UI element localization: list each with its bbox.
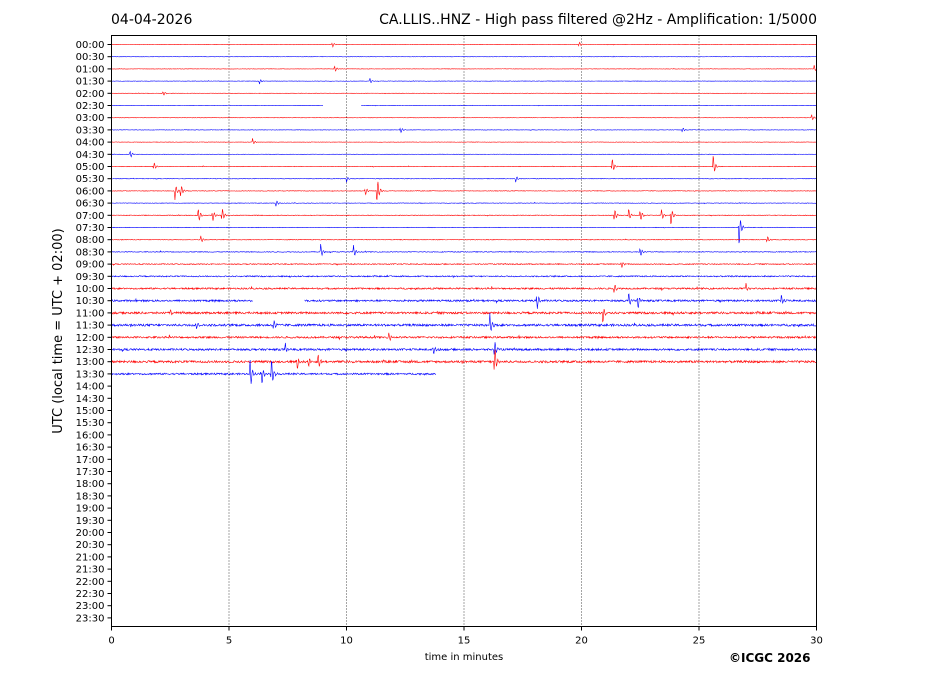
y-tick-label: 08:30 (76, 247, 105, 258)
chart-title: CA.LLIS..HNZ - High pass filtered @2Hz -… (379, 12, 817, 28)
y-tick-label: 22:00 (76, 577, 105, 588)
y-tick-label: 20:00 (76, 528, 105, 539)
trace-row-0130 (111, 78, 817, 85)
trace-row-0630 (111, 200, 817, 207)
x-tick-label: 0 (108, 636, 114, 647)
x-tick-label: 10 (340, 636, 353, 647)
x-tick-labels: 0 5 10 15 20 25 30 (108, 626, 823, 647)
y-tick-label: 20:30 (76, 540, 105, 551)
x-axis-title: time in minutes (425, 652, 504, 663)
y-tick-label: 15:30 (76, 418, 105, 429)
trace-row-1230 (111, 342, 817, 355)
trace-row-0230 (111, 104, 817, 107)
trace-row-0700 (111, 209, 817, 225)
y-tick-label: 09:30 (76, 272, 105, 283)
y-tick-label: 03:00 (76, 113, 105, 124)
y-tick-label: 18:00 (76, 479, 105, 490)
copyright-label: ©ICGC 2026 (729, 651, 811, 665)
y-tick-label: 09:00 (76, 260, 105, 271)
trace-row-0300 (111, 114, 817, 121)
trace-row-0730 (111, 220, 817, 244)
y-tick-label: 04:30 (76, 150, 105, 161)
y-tick-label: 12:30 (76, 345, 105, 356)
trace-row-0600 (111, 181, 817, 201)
y-tick-label: 05:30 (76, 174, 105, 185)
x-tick-label: 5 (226, 636, 232, 647)
y-axis-title: UTC (local time = UTC + 02:00) (51, 228, 66, 433)
trace-row-0900 (111, 262, 817, 268)
trace-row-0830 (111, 244, 817, 257)
y-tick-label: 10:30 (76, 296, 105, 307)
y-tick-label: 22:30 (76, 589, 105, 600)
trace-row-0430 (111, 150, 817, 158)
trace-row-0100 (111, 65, 817, 72)
vertical-gridlines (228, 35, 700, 627)
y-tick-label: 19:30 (76, 516, 105, 527)
y-tick-label: 18:30 (76, 491, 105, 502)
y-tick-label: 16:30 (76, 443, 105, 454)
y-tick-label: 19:00 (76, 504, 105, 515)
y-tick-label: 15:00 (76, 406, 105, 417)
trace-row-0200 (111, 91, 817, 96)
x-tick-label: 20 (575, 636, 588, 647)
y-tick-label: 06:00 (76, 186, 105, 197)
trace-row-1330 (111, 359, 436, 384)
y-tick-label: 23:00 (76, 601, 105, 612)
trace-row-0030 (111, 55, 817, 58)
y-tick-label: 05:00 (76, 162, 105, 173)
y-tick-label: 12:00 (76, 333, 105, 344)
y-tick-label: 13:30 (76, 369, 105, 380)
y-tick-label: 00:00 (76, 40, 105, 51)
trace-row-0330 (111, 127, 817, 134)
trace-row-1000 (111, 282, 817, 293)
y-tick-label: 01:30 (76, 77, 105, 88)
y-tick-label: 02:00 (76, 89, 105, 100)
y-tick-label: 17:00 (76, 455, 105, 466)
y-tick-label: 21:30 (76, 565, 105, 576)
trace-row-1100 (111, 308, 817, 323)
trace-row-1200 (111, 332, 817, 342)
trace-row-1300 (111, 349, 817, 370)
y-tick-label: 14:30 (76, 394, 105, 405)
y-tick-label: 23:30 (76, 613, 105, 624)
date-label: 04-04-2026 (111, 12, 193, 28)
y-tick-label: 11:30 (76, 321, 105, 332)
trace-row-0500 (111, 156, 817, 172)
y-tick-label: 13:00 (76, 357, 105, 368)
trace-row-1130 (111, 312, 817, 332)
y-tick-label: 21:00 (76, 552, 105, 563)
trace-row-0400 (111, 138, 817, 145)
y-tick-label: 16:00 (76, 430, 105, 441)
plot-frame (111, 35, 817, 627)
seismic-traces (111, 41, 817, 384)
x-tick-label: 15 (458, 636, 471, 647)
y-tick-label: 08:00 (76, 235, 105, 246)
y-tick-label: 10:00 (76, 284, 105, 295)
y-tick-label: 11:00 (76, 308, 105, 319)
trace-row-1030 (111, 293, 817, 309)
y-tick-label: 07:30 (76, 223, 105, 234)
x-tick-label: 30 (810, 636, 823, 647)
y-tick-label: 00:30 (76, 52, 105, 63)
y-tick-label: 07:00 (76, 211, 105, 222)
x-tick-label: 25 (693, 636, 706, 647)
y-tick-label: 06:30 (76, 199, 105, 210)
y-tick-label: 01:00 (76, 64, 105, 75)
y-tick-label: 04:00 (76, 138, 105, 149)
trace-row-0000 (111, 41, 817, 48)
y-tick-label: 02:30 (76, 101, 105, 112)
trace-row-0800 (111, 235, 817, 243)
y-tick-label: 14:00 (76, 382, 105, 393)
y-tick-label: 17:30 (76, 467, 105, 478)
y-tick-label: 03:30 (76, 125, 105, 136)
trace-row-0930 (111, 274, 817, 279)
trace-row-0530 (111, 176, 817, 183)
